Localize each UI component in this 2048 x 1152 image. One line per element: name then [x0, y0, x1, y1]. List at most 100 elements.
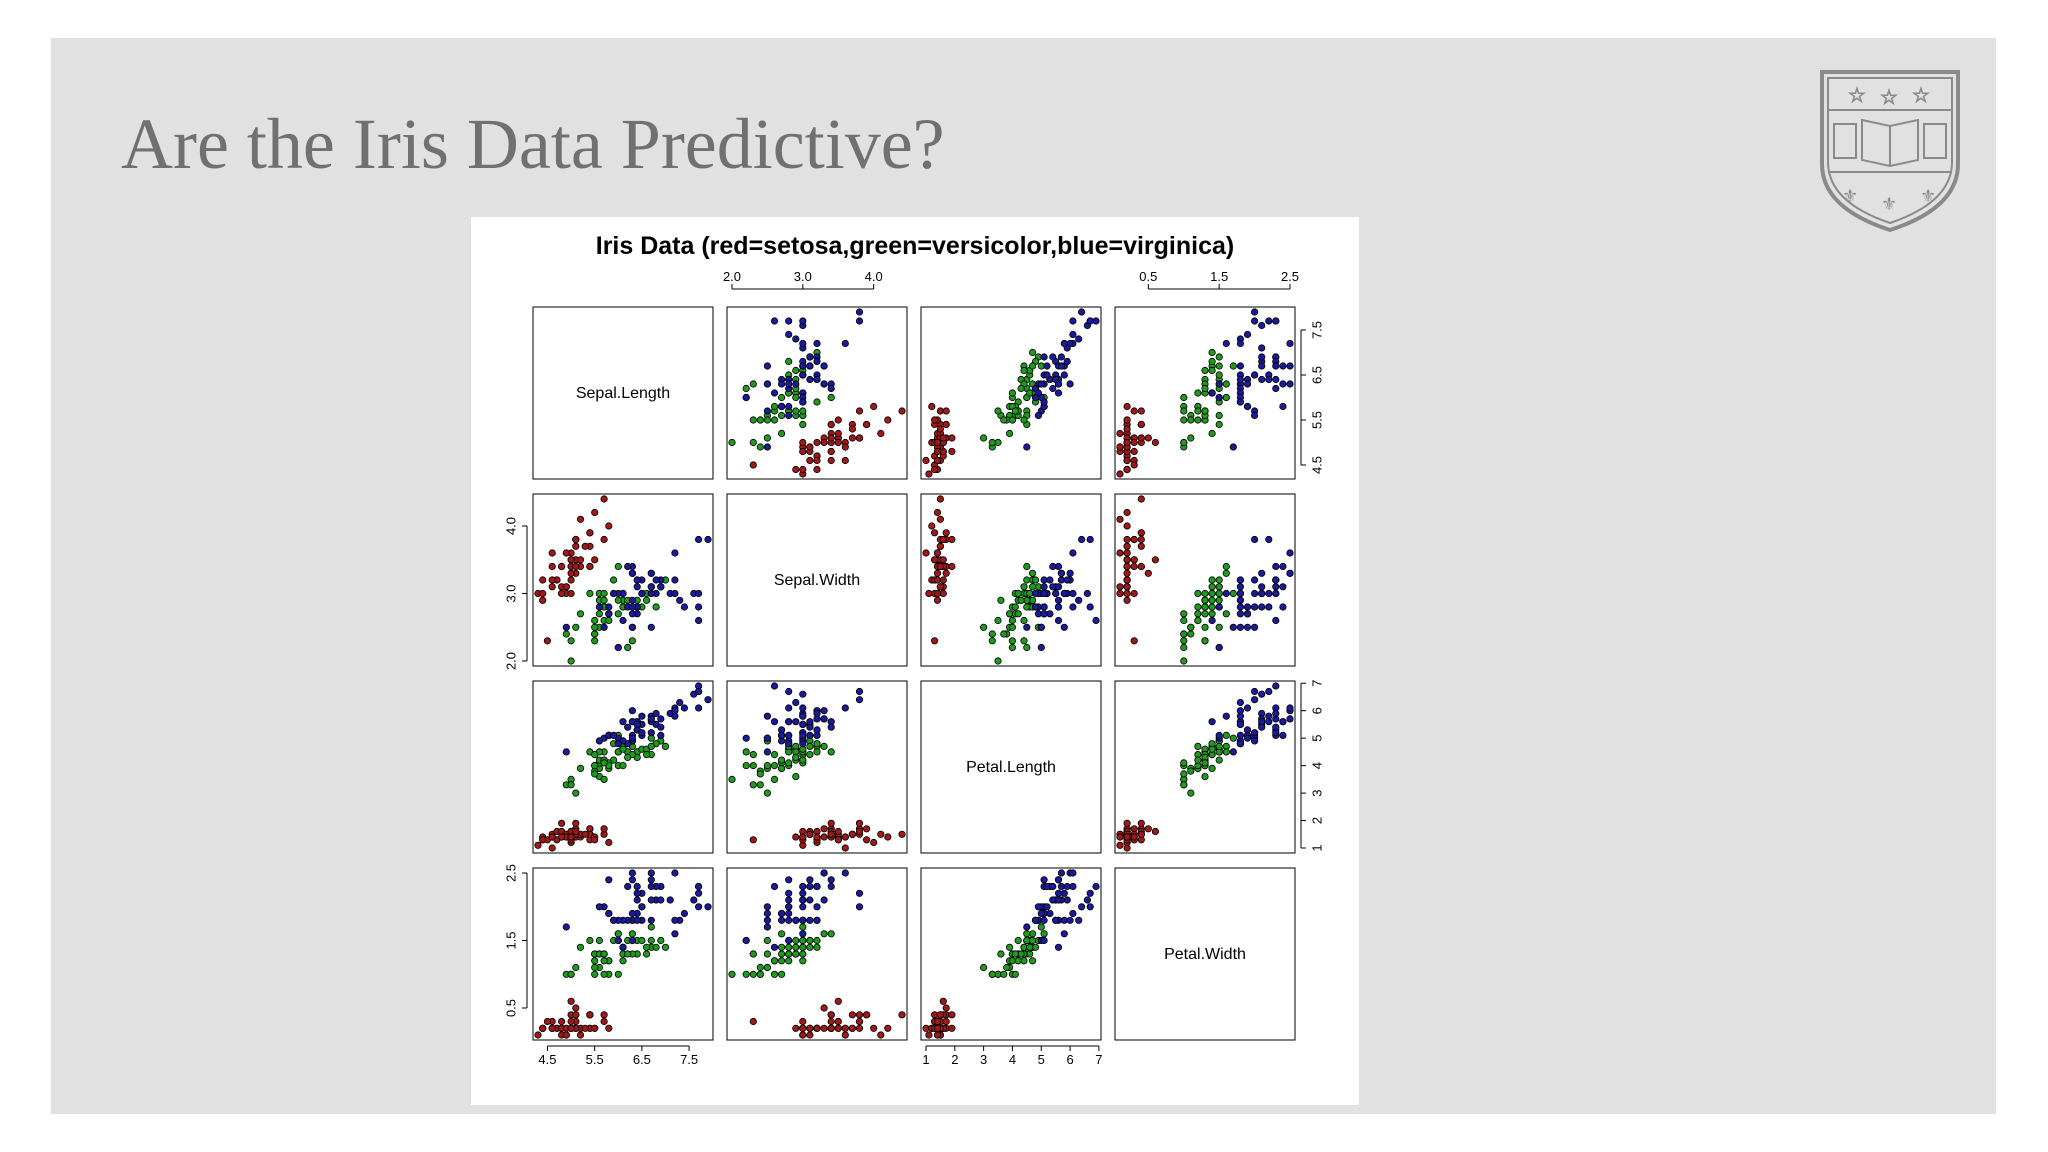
- variable-label: Sepal.Length: [576, 385, 670, 402]
- data-point-virginica: [1040, 936, 1048, 945]
- data-point-virginica: [770, 718, 779, 726]
- data-point-setosa: [1123, 402, 1131, 411]
- data-point-versicolor: [586, 589, 594, 598]
- data-point-setosa: [1116, 833, 1124, 841]
- data-point-virginica: [1236, 720, 1245, 728]
- tick-label: 2: [951, 1052, 958, 1067]
- data-point-versicolor: [567, 781, 575, 789]
- data-point-setosa: [1137, 819, 1145, 827]
- data-point-virginica: [1077, 535, 1086, 544]
- data-point-setosa: [572, 819, 580, 827]
- data-point-versicolor: [988, 637, 996, 645]
- data-point-virginica: [695, 704, 703, 712]
- data-point-virginica: [799, 712, 807, 720]
- data-point-virginica: [1250, 687, 1259, 696]
- data-point-virginica: [1086, 889, 1094, 897]
- data-point-versicolor: [1229, 589, 1237, 598]
- data-point-setosa: [834, 827, 842, 836]
- data-point-virginica: [763, 734, 771, 742]
- data-point-versicolor: [749, 750, 757, 759]
- data-point-virginica: [799, 889, 807, 897]
- data-point-versicolor: [1020, 637, 1028, 645]
- data-point-versicolor: [591, 761, 599, 770]
- data-point-versicolor: [619, 957, 627, 965]
- data-point-virginica: [785, 317, 793, 325]
- svg-text:⚜: ⚜: [1842, 186, 1858, 207]
- data-point-setosa: [933, 1031, 942, 1039]
- data-point-versicolor: [813, 936, 821, 945]
- data-point-setosa: [820, 825, 828, 833]
- data-point-setosa: [939, 434, 947, 442]
- data-point-versicolor: [827, 930, 835, 938]
- data-point-virginica: [792, 380, 800, 388]
- data-point-virginica: [1057, 569, 1066, 577]
- data-point-setosa: [1123, 438, 1131, 447]
- data-point-setosa: [1123, 535, 1131, 544]
- data-point-setosa: [939, 556, 947, 564]
- data-point-versicolor: [1020, 366, 1028, 375]
- data-point-versicolor: [643, 950, 651, 958]
- tick-label: 7: [1310, 680, 1325, 687]
- data-point-versicolor: [1180, 657, 1188, 665]
- tick-label: 3: [980, 1052, 987, 1067]
- data-point-versicolor: [1208, 610, 1216, 618]
- data-point-versicolor: [647, 742, 655, 751]
- data-point-virginica: [1023, 623, 1031, 631]
- data-point-virginica: [652, 576, 660, 584]
- data-point-setosa: [1116, 515, 1124, 523]
- data-point-versicolor: [742, 761, 750, 770]
- data-point-virginica: [1250, 589, 1259, 598]
- data-point-versicolor: [763, 789, 771, 797]
- data-point-versicolor: [661, 943, 670, 951]
- data-point-virginica: [695, 687, 703, 696]
- data-point-virginica: [1272, 723, 1280, 731]
- data-point-virginica: [799, 916, 807, 924]
- data-point-setosa: [948, 447, 956, 456]
- data-point-virginica: [827, 876, 835, 884]
- data-point-setosa: [1116, 841, 1124, 849]
- data-point-setosa: [1130, 589, 1138, 598]
- data-point-virginica: [1037, 643, 1045, 652]
- data-point-setosa: [1123, 596, 1131, 604]
- data-point-versicolor: [567, 657, 575, 665]
- data-point-versicolor: [777, 970, 786, 978]
- data-point-virginica: [1215, 380, 1223, 388]
- data-point-versicolor: [777, 411, 786, 420]
- data-point-setosa: [936, 515, 944, 523]
- data-point-versicolor: [1215, 596, 1223, 604]
- data-point-versicolor: [1028, 936, 1037, 945]
- data-point-virginica: [1258, 362, 1266, 370]
- data-point-versicolor: [605, 616, 613, 625]
- data-point-setosa: [827, 434, 835, 442]
- tick-label: 5.5: [586, 1052, 604, 1067]
- data-point-virginica: [799, 690, 807, 698]
- data-point-versicolor: [1026, 389, 1034, 397]
- data-point-versicolor: [997, 950, 1005, 958]
- data-point-setosa: [855, 827, 864, 836]
- data-point-virginica: [671, 930, 679, 938]
- data-point-setosa: [586, 1011, 594, 1019]
- data-point-setosa: [848, 434, 856, 442]
- data-point-setosa: [799, 1024, 807, 1032]
- data-point-virginica: [855, 889, 864, 897]
- data-point-versicolor: [792, 753, 800, 762]
- data-point-virginica: [785, 903, 793, 911]
- data-point-setosa: [884, 1024, 892, 1032]
- data-point-virginica: [1040, 876, 1048, 884]
- data-point-setosa: [792, 465, 800, 474]
- data-point-setosa: [933, 447, 942, 456]
- data-point-virginica: [695, 616, 703, 625]
- data-point-versicolor: [591, 957, 599, 965]
- data-point-setosa: [834, 997, 842, 1005]
- data-point-versicolor: [994, 407, 1002, 415]
- data-point-versicolor: [806, 943, 814, 951]
- data-point-versicolor: [813, 943, 821, 951]
- data-point-virginica: [799, 720, 807, 728]
- data-point-versicolor: [994, 657, 1002, 665]
- data-point-setosa: [792, 1024, 800, 1032]
- data-point-virginica: [813, 375, 821, 384]
- data-point-setosa: [605, 838, 613, 847]
- data-point-versicolor: [799, 407, 807, 415]
- data-point-virginica: [777, 731, 786, 740]
- data-point-setosa: [591, 1024, 599, 1032]
